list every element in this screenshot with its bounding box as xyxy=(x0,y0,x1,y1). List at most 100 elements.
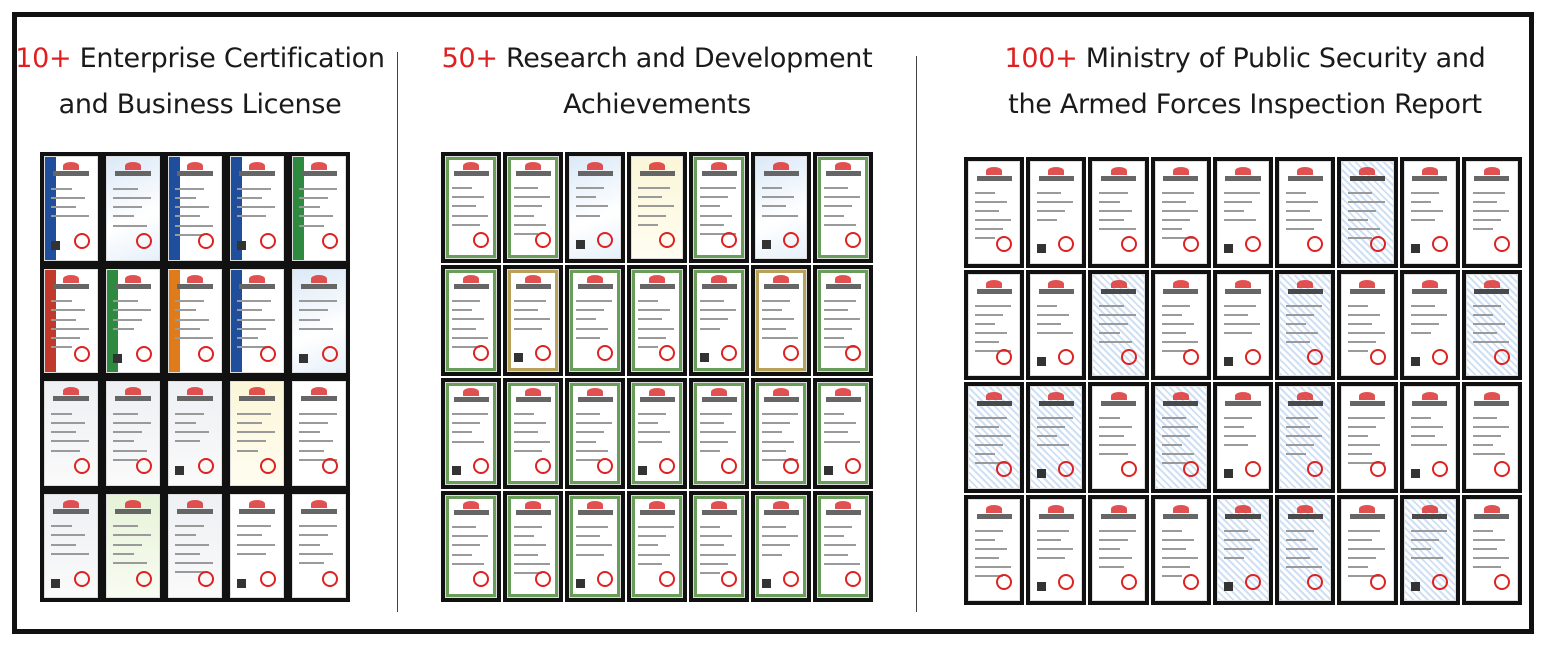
text-line-mark xyxy=(51,187,73,190)
emblem-icon xyxy=(63,274,79,283)
text-line-mark xyxy=(237,327,267,330)
official-seal-icon xyxy=(721,344,737,361)
text-line-mark xyxy=(514,449,542,452)
text-line-mark xyxy=(1348,349,1369,352)
certificate-document xyxy=(1216,386,1270,489)
certificate-heading-mark xyxy=(1100,401,1137,407)
text-line-mark xyxy=(700,187,736,190)
official-seal-icon xyxy=(473,344,489,361)
official-seal-icon xyxy=(73,458,90,475)
text-line-mark xyxy=(51,309,85,312)
certificate-document xyxy=(569,269,621,372)
text-line-mark xyxy=(700,449,720,452)
official-seal-icon xyxy=(1245,236,1262,253)
text-line-mark xyxy=(1223,435,1257,438)
certificate-document xyxy=(230,268,284,373)
text-line-mark xyxy=(576,458,600,461)
certificate-heading-mark xyxy=(1412,288,1448,294)
official-seal-icon xyxy=(321,345,338,362)
certificate-document xyxy=(693,382,745,485)
certificate-thumbnail xyxy=(164,489,226,602)
certificate-heading-mark xyxy=(300,171,338,177)
text-line-mark xyxy=(113,215,135,218)
emblem-icon xyxy=(773,162,789,171)
qr-code-icon xyxy=(113,353,123,363)
text-line-mark xyxy=(175,337,213,340)
text-line-mark xyxy=(299,318,321,321)
emblem-icon xyxy=(1483,392,1500,401)
text-line-mark xyxy=(113,552,135,555)
certificate-document xyxy=(230,381,284,486)
text-line-mark xyxy=(299,412,337,415)
official-seal-icon xyxy=(1493,348,1510,365)
certificate-document xyxy=(1154,386,1207,489)
certificate-thumbnail xyxy=(40,264,102,377)
emblem-icon xyxy=(187,274,203,283)
certificate-heading-mark xyxy=(1287,176,1323,182)
text-line-mark xyxy=(1410,547,1431,550)
text-line-mark xyxy=(452,327,476,330)
certificate-document xyxy=(1403,161,1456,264)
text-line-mark xyxy=(1472,547,1497,550)
certificate-heading-mark xyxy=(1287,401,1323,407)
section-title-line2: Achievements xyxy=(563,89,751,120)
text-line-mark xyxy=(51,412,73,415)
official-seal-icon xyxy=(1120,236,1137,253)
certificate-document xyxy=(1465,498,1518,601)
certificate-thumbnail xyxy=(1461,157,1522,268)
text-line-mark xyxy=(1410,556,1443,559)
text-line-mark xyxy=(762,196,794,199)
official-seal-icon xyxy=(135,233,152,250)
text-line-mark xyxy=(576,196,596,199)
text-line-mark xyxy=(762,431,782,434)
emblem-icon xyxy=(1048,392,1065,401)
text-line-mark xyxy=(700,553,736,556)
certificate-document xyxy=(1092,498,1145,601)
text-line-mark xyxy=(113,327,135,330)
certificate-document xyxy=(168,493,222,598)
certificate-heading-mark xyxy=(1163,176,1199,182)
certificate-document xyxy=(631,495,683,598)
official-seal-icon xyxy=(845,570,861,587)
text-line-mark xyxy=(175,318,209,321)
certificate-thumbnail xyxy=(1150,157,1211,268)
emblem-icon xyxy=(1421,504,1438,513)
text-line-mark xyxy=(1286,529,1315,532)
text-line-mark xyxy=(1161,322,1194,325)
text-line-mark xyxy=(975,192,996,195)
certificate-document xyxy=(1403,273,1456,376)
text-line-mark xyxy=(1348,340,1377,343)
text-line-mark xyxy=(175,525,205,528)
text-line-mark xyxy=(1410,529,1447,532)
certificate-document xyxy=(1154,498,1207,601)
text-line-mark xyxy=(1348,426,1377,429)
official-seal-icon xyxy=(597,344,613,361)
text-line-mark xyxy=(175,440,201,443)
text-line-mark xyxy=(638,440,662,443)
text-line-mark xyxy=(1286,453,1307,456)
text-line-mark xyxy=(1223,322,1261,325)
certificate-heading-mark xyxy=(515,171,551,177)
certificate-heading-mark xyxy=(176,283,214,289)
text-line-mark xyxy=(452,431,472,434)
text-line-mark xyxy=(452,535,488,538)
certificate-heading-mark xyxy=(1163,513,1199,519)
text-line-mark xyxy=(824,223,856,226)
certificate-heading-mark xyxy=(701,171,737,177)
text-line-mark xyxy=(1472,192,1505,195)
text-line-mark xyxy=(1037,435,1058,438)
text-line-mark xyxy=(113,318,143,321)
text-line-mark xyxy=(824,214,844,217)
official-seal-icon xyxy=(783,457,799,474)
text-line-mark xyxy=(700,309,736,312)
text-line-mark xyxy=(452,187,472,190)
certificate-document xyxy=(230,493,284,598)
certificate-document xyxy=(292,156,346,261)
official-seal-icon xyxy=(1307,573,1324,590)
certificate-thumbnail xyxy=(751,378,811,489)
certificate-thumbnail xyxy=(288,377,350,490)
certificate-thumbnail xyxy=(1461,494,1522,605)
text-line-mark xyxy=(1472,340,1509,343)
text-line-mark xyxy=(1099,219,1124,222)
text-line-mark xyxy=(514,535,534,538)
